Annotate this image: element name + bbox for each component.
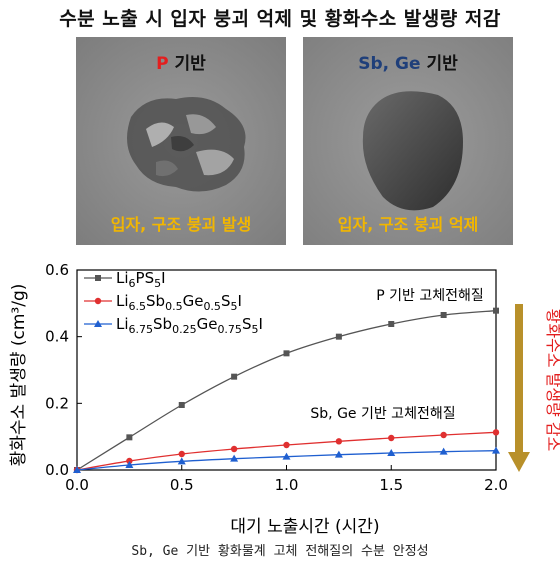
- data-point: [334, 450, 343, 458]
- tem-label-suffix: 기반: [168, 54, 206, 74]
- legend-label: Li6.75Sb0.25Ge0.75S5I: [116, 315, 263, 336]
- tem-label-suffix: 기반: [420, 54, 458, 74]
- legend-item: Li6.5Sb0.5Ge0.5S5I: [84, 292, 242, 313]
- data-point: [73, 466, 81, 473]
- data-point: [440, 312, 447, 318]
- data-point: [230, 454, 239, 462]
- tem-micrograph-sbge: [303, 37, 513, 245]
- data-point: [283, 441, 290, 449]
- data-point: [387, 449, 396, 456]
- chart-series: [73, 307, 500, 474]
- data-point: [492, 446, 500, 454]
- y-tick-label: 0.4: [45, 328, 69, 346]
- data-point: [126, 434, 133, 441]
- data-point: [230, 445, 238, 453]
- x-tick-label: 0.5: [170, 476, 194, 494]
- figure-caption: Sb, Ge 기반 황화물계 고체 전해질의 수분 안정성: [131, 544, 429, 559]
- tem-label-bottom: 입자, 구조 붕괴 발생: [110, 215, 252, 234]
- page-title: 수분 노출 시 입자 붕괴 억제 및 황화수소 발생량 저감: [59, 8, 501, 30]
- tem-label-bottom: 입자, 구조 붕괴 억제: [337, 215, 479, 234]
- annotation-p-based: P 기반 고체전해질: [376, 288, 484, 304]
- data-point: [178, 450, 185, 458]
- x-tick-label: 2.0: [484, 476, 508, 494]
- annotation-sbge-based: Sb, Ge 기반 고체전해질: [310, 406, 455, 422]
- chart-legend: Li6PS5ILi6.5Sb0.5Ge0.5S5ILi6.75Sb0.25Ge0…: [84, 269, 263, 336]
- arrow-shaft: [515, 304, 523, 454]
- tem-label-prefix: P: [156, 54, 169, 74]
- data-point: [94, 297, 102, 305]
- data-point: [231, 373, 238, 380]
- legend-label: Li6PS5I: [116, 269, 166, 290]
- h2s-generation-chart: 0.0 0.5 1.0 1.5 2.0 0.0 0.2 0.4 0.6 Li6PS5ILi6.5…: [9, 262, 560, 537]
- tem-micrograph-p: [76, 37, 286, 245]
- data-point: [178, 402, 185, 408]
- y-axis-label: 황화수소 발생량 (cm³/g): [9, 284, 29, 467]
- data-point: [125, 461, 134, 468]
- data-point: [335, 438, 343, 445]
- x-tick-label: 1.5: [379, 476, 403, 494]
- tem-label-top: Sb, Ge 기반: [303, 49, 513, 74]
- tem-label-prefix: Sb, Ge: [358, 54, 421, 74]
- decrease-arrow: [508, 304, 530, 472]
- series-2: [73, 446, 500, 473]
- data-point: [440, 431, 447, 439]
- tem-label-top: P 기반: [76, 49, 286, 74]
- y-tick-label: 0.6: [45, 262, 69, 279]
- x-tick-label: 0.0: [65, 476, 89, 494]
- data-point: [493, 307, 499, 314]
- side-label-decrease: 황화수소 발생량 감소: [544, 309, 560, 452]
- data-point: [492, 429, 500, 436]
- x-axis-label: 대기 노출시간 (시간): [230, 517, 379, 537]
- y-tick-label: 0.0: [45, 461, 69, 479]
- data-point: [94, 320, 102, 327]
- data-point: [335, 333, 342, 340]
- series-1: [73, 429, 500, 474]
- data-point: [439, 447, 448, 455]
- data-point: [283, 350, 290, 357]
- legend-label: Li6.5Sb0.5Ge0.5S5I: [116, 292, 242, 313]
- data-point: [388, 434, 395, 442]
- data-point: [282, 452, 291, 460]
- chart-axes: 0.0 0.5 1.0 1.5 2.0 0.0 0.2 0.4 0.6: [45, 262, 508, 494]
- tem-image-sbge-based: Sb, Ge 기반 입자, 구조 붕괴 억제: [303, 37, 513, 245]
- data-point: [388, 321, 395, 327]
- arrow-head: [508, 452, 530, 472]
- data-point: [177, 457, 186, 465]
- data-point: [95, 275, 101, 281]
- legend-item: Li6PS5I: [84, 269, 166, 290]
- legend-item: Li6.75Sb0.25Ge0.75S5I: [84, 315, 263, 336]
- x-tick-label: 1.0: [275, 476, 299, 494]
- y-tick-label: 0.2: [45, 394, 69, 412]
- tem-image-p-based: P 기반 입자, 구조 붕괴 발생: [76, 37, 286, 245]
